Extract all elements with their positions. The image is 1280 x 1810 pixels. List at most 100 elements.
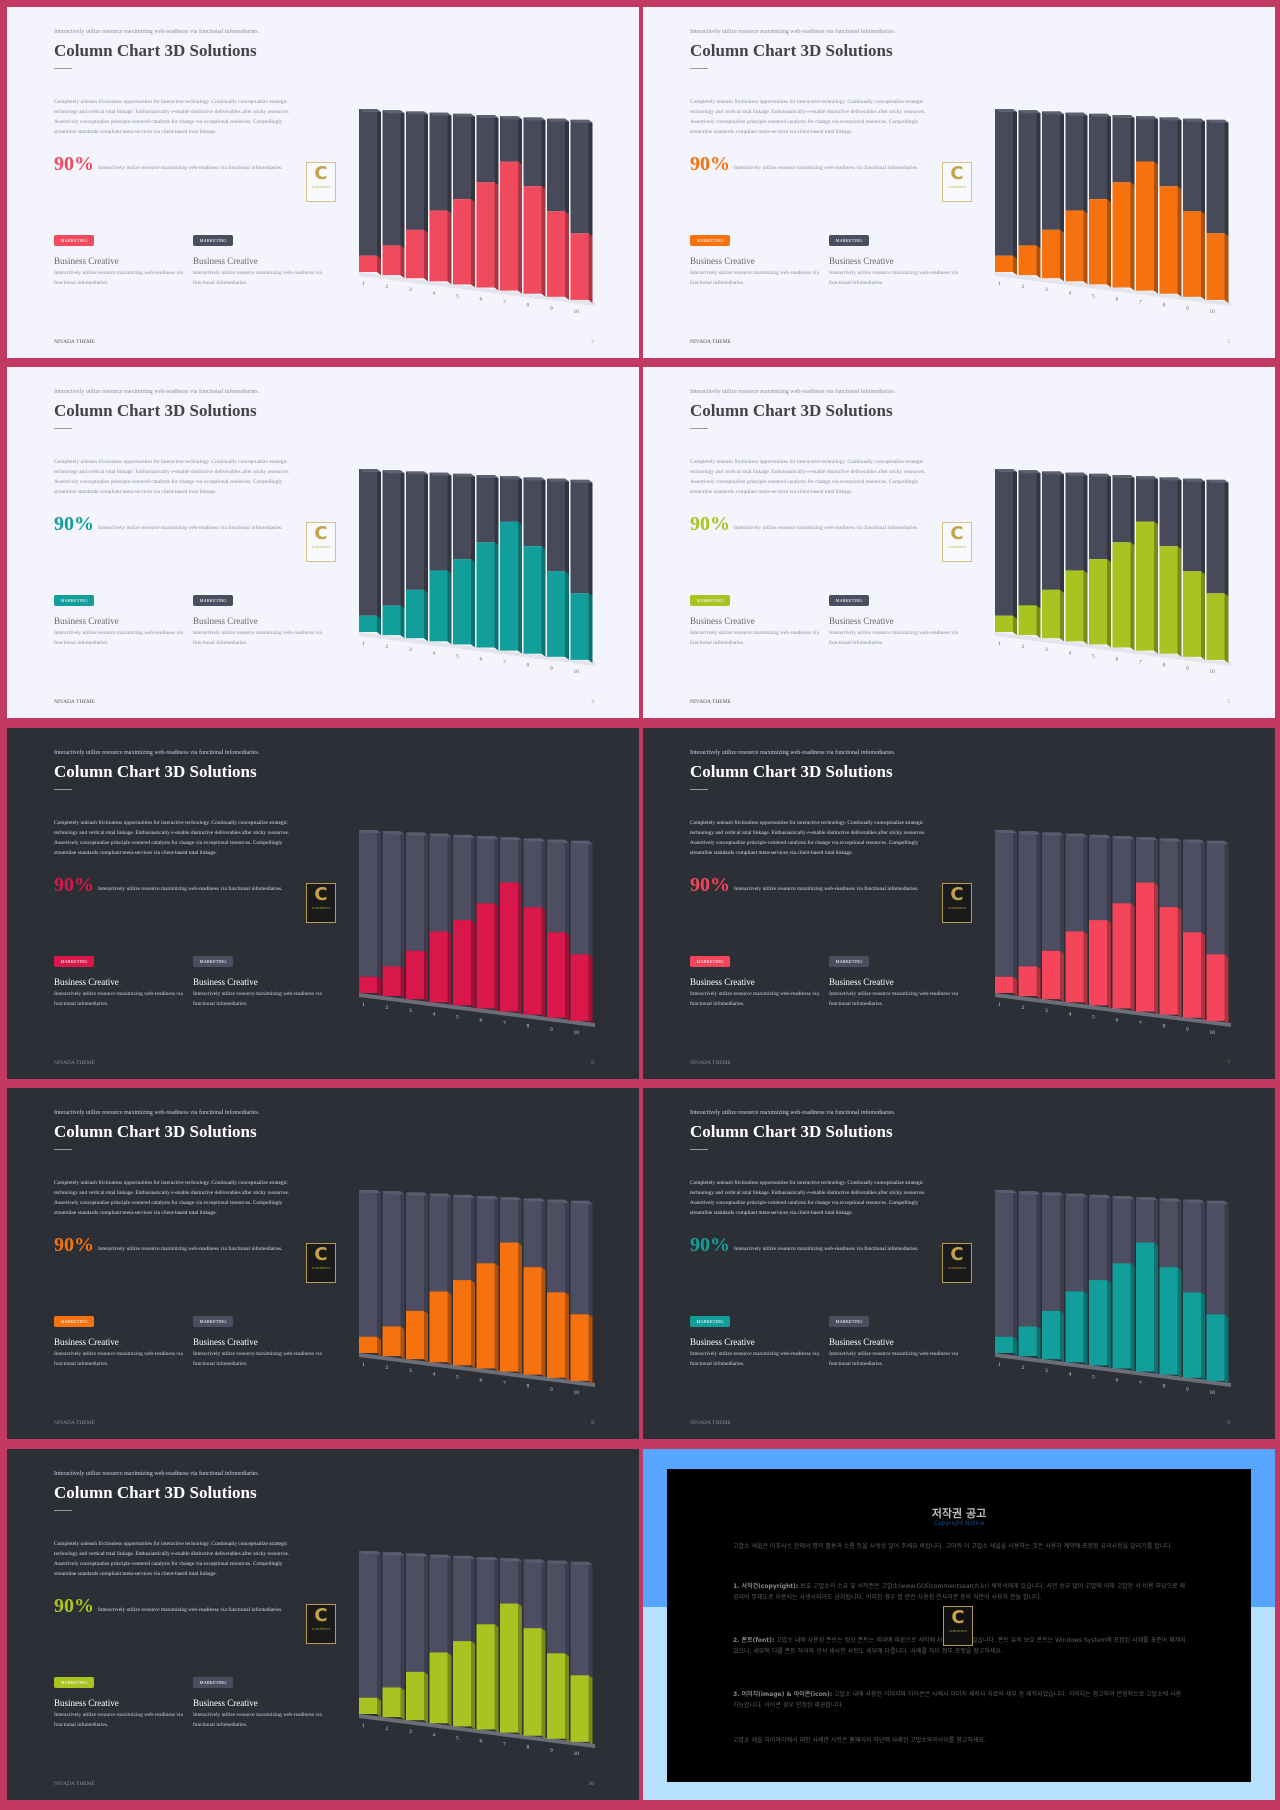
chart-tick-label: 8 [527, 1024, 530, 1030]
column-text: Interactively utilize resource maximizin… [54, 1712, 183, 1728]
chart-bar-background [1112, 1196, 1131, 1264]
chart-bar-top [1089, 834, 1111, 838]
logo-text: CONTENTS [311, 906, 331, 910]
chart-floor [359, 1353, 595, 1387]
chart-bar-side [1036, 470, 1041, 639]
column-text: Interactively utilize resource maximizin… [690, 270, 819, 286]
chart-bar-top [1042, 832, 1064, 836]
chart-tick-label: 8 [527, 1745, 530, 1751]
chart-tick-label: 7 [503, 300, 506, 306]
chart-bar-value-side [565, 211, 569, 300]
chart-bar-value-side [1013, 976, 1017, 996]
chart-bar-top [1112, 836, 1135, 839]
chart-bar-value [1206, 954, 1225, 1021]
logo-letter: C [950, 1244, 964, 1265]
chart-tick-label: 7 [1139, 1021, 1142, 1027]
chart-bar-top [1065, 833, 1088, 837]
notice-subtitle: Copyright Notice [933, 1520, 985, 1527]
chart-bar-top [1065, 112, 1088, 116]
chart-bar-value [382, 605, 401, 636]
footer-brand: NIVADA THEME [54, 699, 95, 705]
column-title: Business Creative [193, 616, 258, 626]
chart-bar-value-side [447, 210, 452, 285]
chart-bar-value-side [494, 182, 499, 291]
chart-tick-label: 8 [527, 303, 530, 309]
chart-bar-background [547, 478, 565, 572]
chart-bar-top [359, 1551, 381, 1554]
logo-letter: C [951, 1607, 965, 1628]
chart-bar-value-side [1036, 245, 1041, 279]
chart-tick-label: 8 [1163, 663, 1166, 669]
chart-tick-label: 2 [1022, 284, 1025, 290]
slide-2: Interactively utilize resource maximizin… [643, 7, 1275, 358]
chart-bar-value [476, 542, 495, 648]
chart-tick-label: 7 [503, 660, 506, 666]
chart-bar-value [429, 1291, 448, 1363]
marketing-badge: MARKETING [829, 956, 869, 967]
chart-bar-background [1018, 110, 1037, 246]
chart-bar-background [1042, 1192, 1060, 1311]
chart-bar-background [1018, 470, 1037, 606]
chart-bar-top [429, 472, 452, 476]
chart-bar-value-side [1130, 542, 1135, 651]
slide-6: Interactively utilize resource maximizin… [643, 728, 1275, 1079]
chart-floor [995, 272, 1231, 306]
chart-floor [359, 993, 595, 1027]
slide-tagline: Interactively utilize resource maximizin… [690, 1110, 896, 1116]
chart-bar-value-side [447, 1291, 452, 1366]
column-chart-3d: 1 2 3 4 5 6 7 8 9 10 [995, 830, 1231, 1036]
chart-bar-background [1042, 471, 1060, 590]
chart-bar-value [359, 615, 377, 632]
chart-bar-value [995, 255, 1013, 272]
chart-bar-value [1042, 229, 1060, 279]
chart-tick-label: 8 [527, 1384, 530, 1390]
chart-bar-background [1136, 116, 1154, 162]
chart-bar-value [406, 229, 424, 279]
footer-brand: NIVADA THEME [54, 339, 95, 345]
column-title: Business Creative [690, 256, 755, 266]
logo-text: CONTENTS [947, 185, 967, 189]
chart-bar-value [406, 1671, 424, 1721]
slide-description: Completely unleash frictionless opportun… [54, 459, 290, 495]
logo-letter: C [950, 163, 964, 184]
percent-value: 90% [54, 874, 94, 896]
chart-bar-value [1136, 882, 1154, 1012]
chart-tick-label: 6 [480, 1378, 483, 1384]
chart-bar-value-side [541, 907, 546, 1018]
chart-bar-top [523, 477, 546, 481]
chart-bar-value-side [377, 255, 381, 275]
column-text: Interactively utilize resource maximizin… [54, 1351, 183, 1367]
marketing-badge: MARKETING [54, 595, 94, 606]
chart-tick-label: 9 [1186, 306, 1189, 312]
chart-bar-top [1136, 837, 1158, 841]
chart-bar-top [406, 1192, 428, 1196]
chart-bar-value-side [377, 976, 381, 996]
chart-bar-background [382, 1552, 401, 1688]
chart-bar-top [1183, 478, 1205, 482]
notice-content: 저작권 공고 Copyright Notice 고맙소 세웁은 이포사스 한에서… [667, 1469, 1251, 1782]
chart-bar-side [1036, 831, 1041, 1000]
chart-bar-value-side [1130, 903, 1135, 1012]
chart-bar-top [570, 1200, 593, 1204]
chart-bar-value [1018, 605, 1037, 636]
chart-bar-background [1206, 840, 1225, 955]
footer-brand: NIVADA THEME [690, 339, 731, 345]
chart-bar-top [359, 1190, 381, 1193]
percent-note: Interactively utilize resource maximizin… [734, 1246, 919, 1252]
chart-bar-value-side [1083, 570, 1088, 645]
chart-bar-background [359, 109, 377, 256]
chart-tick-label: 4 [1069, 1371, 1072, 1377]
chart-bar-value-side [1201, 932, 1205, 1021]
chart-bar-value [523, 907, 542, 1015]
contents-logo: C CONTENTS [942, 162, 972, 202]
logo-text: CONTENTS [947, 1266, 967, 1270]
chart-bar-value [523, 1628, 542, 1736]
chart-tick-label: 3 [409, 1729, 412, 1735]
chart-bar-side [1013, 830, 1017, 996]
logo-text: CONTENTS [947, 906, 967, 910]
chart-bar-value [1136, 521, 1154, 651]
chart-tick-label: 5 [1092, 1014, 1095, 1020]
footer-brand: NIVADA THEME [54, 1420, 95, 1426]
column-title: Business Creative [54, 1337, 119, 1347]
chart-bar-value-side [541, 1267, 546, 1378]
